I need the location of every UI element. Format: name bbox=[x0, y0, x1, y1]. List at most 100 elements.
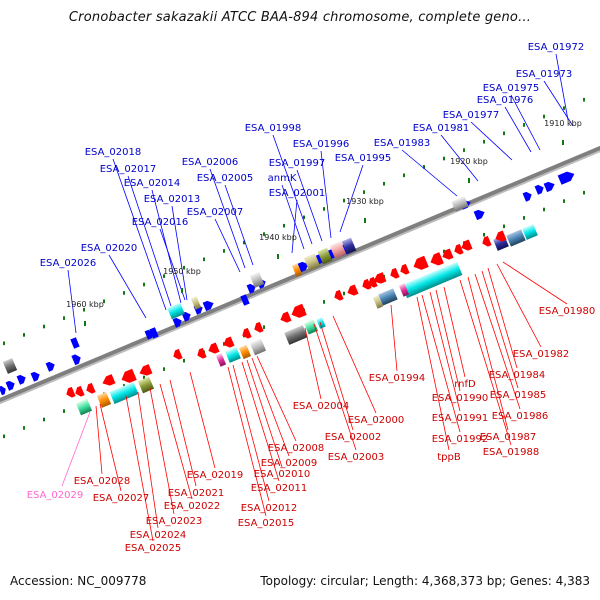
gene-label-reverse[interactable]: ESA_01990 bbox=[432, 393, 489, 404]
gene-label-forward[interactable]: ESA_01975 bbox=[483, 83, 540, 94]
gene-label-reverse[interactable]: ESA_01988 bbox=[483, 447, 540, 458]
gene-block[interactable] bbox=[96, 392, 112, 408]
reverse-gene-arrow[interactable] bbox=[459, 239, 473, 252]
gene-label-forward[interactable]: ESA_02006 bbox=[182, 157, 239, 168]
gene-label-forward[interactable]: ESA_02014 bbox=[124, 178, 181, 189]
forward-gene-arrow[interactable] bbox=[246, 282, 258, 294]
reverse-gene-arrow[interactable] bbox=[138, 364, 153, 378]
gene-label-reverse[interactable]: ESA_01994 bbox=[369, 373, 426, 384]
gene-label-forward[interactable]: ESA_02026 bbox=[40, 258, 97, 269]
gene-block[interactable] bbox=[75, 398, 93, 416]
gene-label-reverse[interactable]: ESA_01984 bbox=[489, 370, 546, 381]
gene-label-reverse[interactable]: ESA_02004 bbox=[293, 401, 350, 412]
gene-label-reverse[interactable]: ESA_02000 bbox=[348, 415, 405, 426]
gene-label-reverse[interactable]: ESA_02019 bbox=[187, 470, 244, 481]
gene-label-pseudo[interactable]: ESA_02029 bbox=[27, 490, 84, 501]
gene-label-forward[interactable]: ESA_01983 bbox=[374, 138, 431, 149]
forward-gene-arrow[interactable] bbox=[45, 360, 57, 372]
gene-label-forward[interactable]: ESA_01995 bbox=[335, 153, 392, 164]
gene-label-reverse[interactable]: tppB bbox=[437, 452, 461, 463]
gene-label-forward[interactable]: ESA_01972 bbox=[528, 42, 585, 53]
reverse-gene-arrow[interactable] bbox=[372, 272, 387, 286]
gene-label-reverse[interactable]: ESA_02015 bbox=[238, 518, 295, 529]
gene-label-forward[interactable]: ESA_01976 bbox=[477, 95, 534, 106]
gene-block[interactable] bbox=[341, 237, 357, 255]
reverse-gene-arrow[interactable] bbox=[171, 348, 183, 361]
gene-block[interactable] bbox=[190, 296, 202, 310]
gene-block[interactable] bbox=[215, 353, 227, 367]
forward-gene-arrow[interactable] bbox=[522, 190, 534, 202]
gene-label-forward[interactable]: anmK bbox=[268, 173, 297, 184]
gene-block[interactable] bbox=[317, 247, 333, 265]
gene-block[interactable] bbox=[284, 325, 308, 345]
gene-label-reverse[interactable]: ESA_01986 bbox=[492, 411, 549, 422]
reverse-gene-arrow[interactable] bbox=[452, 243, 464, 256]
gene-label-reverse[interactable]: ESA_02021 bbox=[168, 488, 225, 499]
gene-label-reverse[interactable]: rnfD bbox=[454, 379, 476, 390]
gene-label-forward[interactable]: ESA_02020 bbox=[81, 243, 138, 254]
gene-block[interactable] bbox=[2, 358, 18, 374]
gene-label-reverse[interactable]: ESA_02027 bbox=[93, 493, 150, 504]
gene-label-reverse[interactable]: ESA_02012 bbox=[241, 503, 298, 514]
forward-gene-box[interactable] bbox=[240, 294, 250, 306]
gene-block[interactable] bbox=[506, 229, 526, 247]
gene-label-forward[interactable]: ESA_02005 bbox=[197, 173, 254, 184]
gene-block[interactable] bbox=[249, 338, 267, 356]
reverse-gene-arrow[interactable] bbox=[345, 284, 359, 297]
reverse-gene-arrow[interactable] bbox=[388, 267, 400, 280]
gene-block[interactable] bbox=[249, 272, 265, 288]
gene-label-reverse[interactable]: ESA_02011 bbox=[251, 483, 308, 494]
forward-gene-arrow[interactable] bbox=[16, 373, 28, 385]
reverse-gene-arrow[interactable] bbox=[119, 368, 137, 385]
gene-label-reverse[interactable]: ESA_01985 bbox=[490, 390, 547, 401]
gene-label-forward[interactable]: ESA_01998 bbox=[245, 123, 302, 134]
gene-label-reverse[interactable]: ESA_01987 bbox=[480, 432, 537, 443]
forward-gene-arrow[interactable] bbox=[30, 370, 42, 382]
reverse-gene-arrow[interactable] bbox=[411, 255, 429, 272]
gene-block[interactable] bbox=[304, 319, 318, 335]
gene-label-reverse[interactable]: ESA_02002 bbox=[325, 432, 382, 443]
gene-label-reverse[interactable]: ESA_02028 bbox=[74, 476, 131, 487]
reverse-gene-arrow[interactable] bbox=[221, 336, 235, 349]
forward-gene-box[interactable] bbox=[70, 337, 80, 349]
gene-block[interactable] bbox=[137, 376, 155, 394]
reverse-gene-arrow[interactable] bbox=[195, 347, 207, 360]
gene-label-reverse[interactable]: ESA_01992 bbox=[432, 434, 489, 445]
gene-block[interactable] bbox=[329, 241, 347, 259]
gene-label-forward[interactable]: ESA_02001 bbox=[269, 188, 326, 199]
gene-block[interactable] bbox=[451, 196, 469, 212]
gene-label-reverse[interactable]: ESA_02024 bbox=[130, 530, 187, 541]
gene-label-reverse[interactable]: ESA_02010 bbox=[254, 469, 311, 480]
gene-block[interactable] bbox=[303, 253, 321, 271]
reverse-gene-arrow[interactable] bbox=[366, 276, 378, 289]
gene-label-forward[interactable]: ESA_01973 bbox=[516, 69, 573, 80]
reverse-gene-arrow[interactable] bbox=[278, 311, 292, 324]
forward-gene-arrow[interactable] bbox=[297, 260, 311, 273]
gene-label-reverse[interactable]: ESA_02022 bbox=[164, 501, 221, 512]
reverse-gene-arrow[interactable] bbox=[428, 252, 444, 268]
reverse-gene-arrow[interactable] bbox=[101, 374, 116, 388]
gene-label-reverse[interactable]: ESA_02009 bbox=[261, 458, 318, 469]
gene-label-reverse[interactable]: ESA_01982 bbox=[513, 349, 570, 360]
gene-block[interactable] bbox=[378, 288, 398, 306]
reverse-gene-arrow[interactable] bbox=[480, 235, 492, 248]
reverse-gene-arrow[interactable] bbox=[206, 342, 220, 355]
gene-label-forward[interactable]: ESA_02018 bbox=[85, 147, 142, 158]
gene-block[interactable] bbox=[291, 263, 303, 277]
reverse-gene-arrow[interactable] bbox=[252, 321, 264, 334]
gene-block[interactable] bbox=[398, 283, 410, 297]
gene-label-forward[interactable]: ESA_01981 bbox=[413, 123, 470, 134]
gene-label-forward[interactable]: ESA_02013 bbox=[144, 194, 201, 205]
gene-label-forward[interactable]: ESA_02007 bbox=[187, 207, 244, 218]
reverse-gene-arrow[interactable] bbox=[73, 385, 85, 398]
gene-block[interactable] bbox=[372, 295, 384, 309]
gene-block[interactable] bbox=[522, 224, 538, 240]
gene-block[interactable] bbox=[401, 261, 463, 299]
gene-label-reverse[interactable]: ESA_01980 bbox=[539, 306, 596, 317]
gene-label-reverse[interactable]: ESA_02025 bbox=[125, 543, 182, 554]
gene-block[interactable] bbox=[316, 317, 326, 329]
reverse-gene-arrow[interactable] bbox=[360, 278, 372, 291]
forward-gene-arrow[interactable] bbox=[534, 183, 546, 195]
reverse-gene-arrow[interactable] bbox=[240, 327, 252, 340]
